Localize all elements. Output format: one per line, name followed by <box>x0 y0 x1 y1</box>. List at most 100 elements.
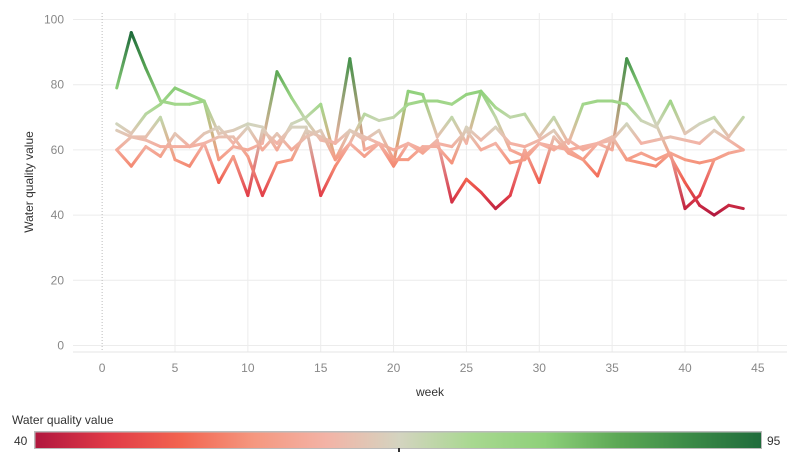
series-segment <box>639 138 658 145</box>
series-segment <box>231 154 250 198</box>
series-layer <box>115 31 745 217</box>
series-segment <box>698 128 716 145</box>
series-line-5[interactable] <box>115 122 745 165</box>
series-segment <box>494 106 512 119</box>
series-segment <box>144 145 162 158</box>
color-legend-bar[interactable] <box>34 431 762 449</box>
color-legend-title: Water quality value <box>12 413 114 427</box>
series-segment <box>654 135 672 142</box>
y-axis-title: Water quality value <box>22 131 36 233</box>
series-segment <box>144 66 162 103</box>
series-segment <box>348 128 366 142</box>
series-segment <box>596 135 614 178</box>
x-tick-label: 0 <box>99 361 106 375</box>
series-segment <box>333 57 352 145</box>
series-segment <box>668 135 687 142</box>
series-segment <box>246 128 264 198</box>
series-segment <box>537 141 556 149</box>
series-segment <box>158 115 177 162</box>
x-tick-label: 40 <box>678 361 692 375</box>
series-segment <box>115 31 133 90</box>
series-segment <box>712 203 731 217</box>
series-segment <box>348 112 366 145</box>
series-segment <box>260 128 279 145</box>
series-segment <box>231 125 250 145</box>
series-segment <box>523 112 541 139</box>
series-segment <box>552 145 570 152</box>
series-segment <box>202 125 221 136</box>
series-segment <box>464 177 483 194</box>
series-segment <box>479 141 498 152</box>
series-line-4[interactable] <box>115 128 731 211</box>
series-segment <box>625 57 643 93</box>
series-segment <box>333 141 352 168</box>
series-segment <box>362 112 381 123</box>
series-segment <box>290 115 308 126</box>
series-segment <box>479 89 498 110</box>
series-segment <box>712 128 731 142</box>
series-segment <box>683 181 702 207</box>
series-segment <box>406 89 425 96</box>
series-segment <box>464 128 483 152</box>
series-segment <box>508 148 527 198</box>
series-segment <box>639 161 658 168</box>
series-segment <box>246 154 264 198</box>
series-segment <box>668 151 687 211</box>
color-legend-min-label: 40 <box>14 434 28 448</box>
series-segment <box>290 135 308 152</box>
series-segment <box>275 70 294 100</box>
series-segment <box>698 158 716 165</box>
series-segment <box>392 102 410 119</box>
y-tick-label: 60 <box>51 143 65 157</box>
series-segment <box>552 128 570 152</box>
series-segment <box>523 141 541 162</box>
series-segment <box>392 141 410 168</box>
series-segment <box>450 177 468 204</box>
series-segment <box>450 125 468 165</box>
color-legend-marker <box>398 448 400 452</box>
series-segment <box>464 125 483 142</box>
series-segment <box>362 141 381 158</box>
x-tick-label: 35 <box>605 361 619 375</box>
series-segment <box>566 102 585 145</box>
series-segment <box>625 151 643 162</box>
series-segment <box>115 148 133 168</box>
x-tick-label: 45 <box>751 361 765 375</box>
series-segment <box>144 102 162 116</box>
series-segment <box>712 151 731 162</box>
y-tick-label: 0 <box>57 338 64 352</box>
series-segment <box>625 122 643 145</box>
y-tick-label: 40 <box>51 208 65 222</box>
series-segment <box>115 128 133 139</box>
series-segment <box>246 122 264 129</box>
series-segment <box>115 135 133 152</box>
series-segment <box>596 141 614 152</box>
x-tick-label: 5 <box>172 361 179 375</box>
x-tick-label: 10 <box>241 361 255 375</box>
series-segment <box>683 194 702 211</box>
series-segment <box>639 89 658 126</box>
series-segment <box>581 99 600 106</box>
series-segment <box>566 145 585 152</box>
series-segment <box>566 148 585 162</box>
series-segment <box>581 158 600 178</box>
series-segment <box>610 57 629 152</box>
axis-layer: 0 20 40 60 80 100 0 5 10 15 20 25 30 35 40 45 <box>44 13 765 375</box>
series-segment <box>639 151 658 162</box>
series-segment <box>188 92 206 103</box>
x-tick-label: 15 <box>314 361 328 375</box>
series-segment <box>610 99 629 106</box>
series-segment <box>610 135 629 162</box>
series-segment <box>115 122 133 136</box>
color-legend-max-label: 95 <box>767 434 781 448</box>
x-tick-label: 30 <box>533 361 547 375</box>
series-segment <box>435 145 454 165</box>
series-segment <box>129 145 148 168</box>
series-segment <box>173 132 192 149</box>
series-segment <box>377 128 396 162</box>
series-segment <box>581 141 600 162</box>
series-segment <box>188 132 206 149</box>
series-segment <box>202 135 221 145</box>
series-segment <box>523 138 541 149</box>
series-segment <box>727 138 745 152</box>
